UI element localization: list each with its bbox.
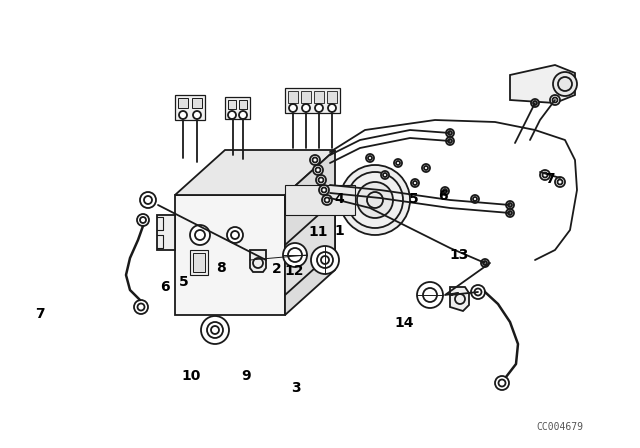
Circle shape <box>357 182 393 218</box>
Text: 4: 4 <box>334 192 344 207</box>
Circle shape <box>381 171 389 179</box>
Circle shape <box>316 175 326 185</box>
Bar <box>190 250 208 275</box>
Circle shape <box>313 165 323 175</box>
Circle shape <box>495 376 509 390</box>
Text: CC004679: CC004679 <box>536 422 584 432</box>
Circle shape <box>411 179 419 187</box>
Bar <box>178 98 188 108</box>
Bar <box>193 253 205 272</box>
Circle shape <box>302 104 310 112</box>
Bar <box>225 97 250 119</box>
Circle shape <box>179 111 187 119</box>
Circle shape <box>347 172 403 228</box>
Polygon shape <box>510 65 575 103</box>
Text: 1: 1 <box>334 224 344 238</box>
Circle shape <box>531 99 539 107</box>
Text: 5: 5 <box>408 192 419 207</box>
Bar <box>301 91 311 103</box>
Bar <box>285 88 340 113</box>
Bar <box>175 95 205 120</box>
Text: 3: 3 <box>291 380 301 395</box>
Circle shape <box>311 246 339 274</box>
Bar <box>285 185 355 215</box>
Text: 12: 12 <box>285 264 304 279</box>
Circle shape <box>471 195 479 203</box>
Text: 11: 11 <box>308 225 328 239</box>
Polygon shape <box>285 150 335 315</box>
Circle shape <box>315 104 323 112</box>
Circle shape <box>555 177 565 187</box>
Circle shape <box>322 195 332 205</box>
Circle shape <box>228 111 236 119</box>
Text: 14: 14 <box>395 315 414 330</box>
Circle shape <box>481 259 489 267</box>
Circle shape <box>471 285 485 299</box>
Text: 7: 7 <box>35 306 45 321</box>
Polygon shape <box>175 195 285 315</box>
Bar <box>327 91 337 103</box>
Text: 6: 6 <box>160 280 170 294</box>
Circle shape <box>446 137 454 145</box>
Circle shape <box>319 185 329 195</box>
Circle shape <box>140 192 156 208</box>
Circle shape <box>201 316 229 344</box>
Circle shape <box>328 104 336 112</box>
Bar <box>314 91 324 103</box>
Circle shape <box>310 155 320 165</box>
Circle shape <box>417 282 443 308</box>
Circle shape <box>137 214 149 226</box>
Circle shape <box>506 201 514 209</box>
Circle shape <box>446 129 454 137</box>
Text: 13: 13 <box>450 248 469 263</box>
Circle shape <box>340 165 410 235</box>
Polygon shape <box>250 250 266 272</box>
Bar <box>239 100 247 109</box>
Circle shape <box>441 187 449 195</box>
Circle shape <box>540 170 550 180</box>
Text: 5: 5 <box>179 275 189 289</box>
Polygon shape <box>450 287 469 311</box>
Bar <box>192 98 202 108</box>
Circle shape <box>506 209 514 217</box>
Bar <box>228 100 236 109</box>
Text: 10: 10 <box>181 369 200 383</box>
Circle shape <box>193 111 201 119</box>
Polygon shape <box>285 200 335 295</box>
Circle shape <box>227 227 243 243</box>
Circle shape <box>366 154 374 162</box>
Polygon shape <box>157 215 175 250</box>
Text: 9: 9 <box>241 369 252 383</box>
Circle shape <box>239 111 247 119</box>
Text: 8: 8 <box>216 261 226 275</box>
Circle shape <box>422 164 430 172</box>
Circle shape <box>190 225 210 245</box>
Circle shape <box>134 300 148 314</box>
Text: 6: 6 <box>438 189 448 203</box>
Circle shape <box>553 72 577 96</box>
Text: 2: 2 <box>271 262 282 276</box>
Circle shape <box>283 243 307 267</box>
Bar <box>288 91 298 103</box>
Circle shape <box>550 95 560 105</box>
Polygon shape <box>175 150 335 195</box>
Circle shape <box>394 159 402 167</box>
Text: 7: 7 <box>545 172 556 186</box>
Circle shape <box>289 104 297 112</box>
